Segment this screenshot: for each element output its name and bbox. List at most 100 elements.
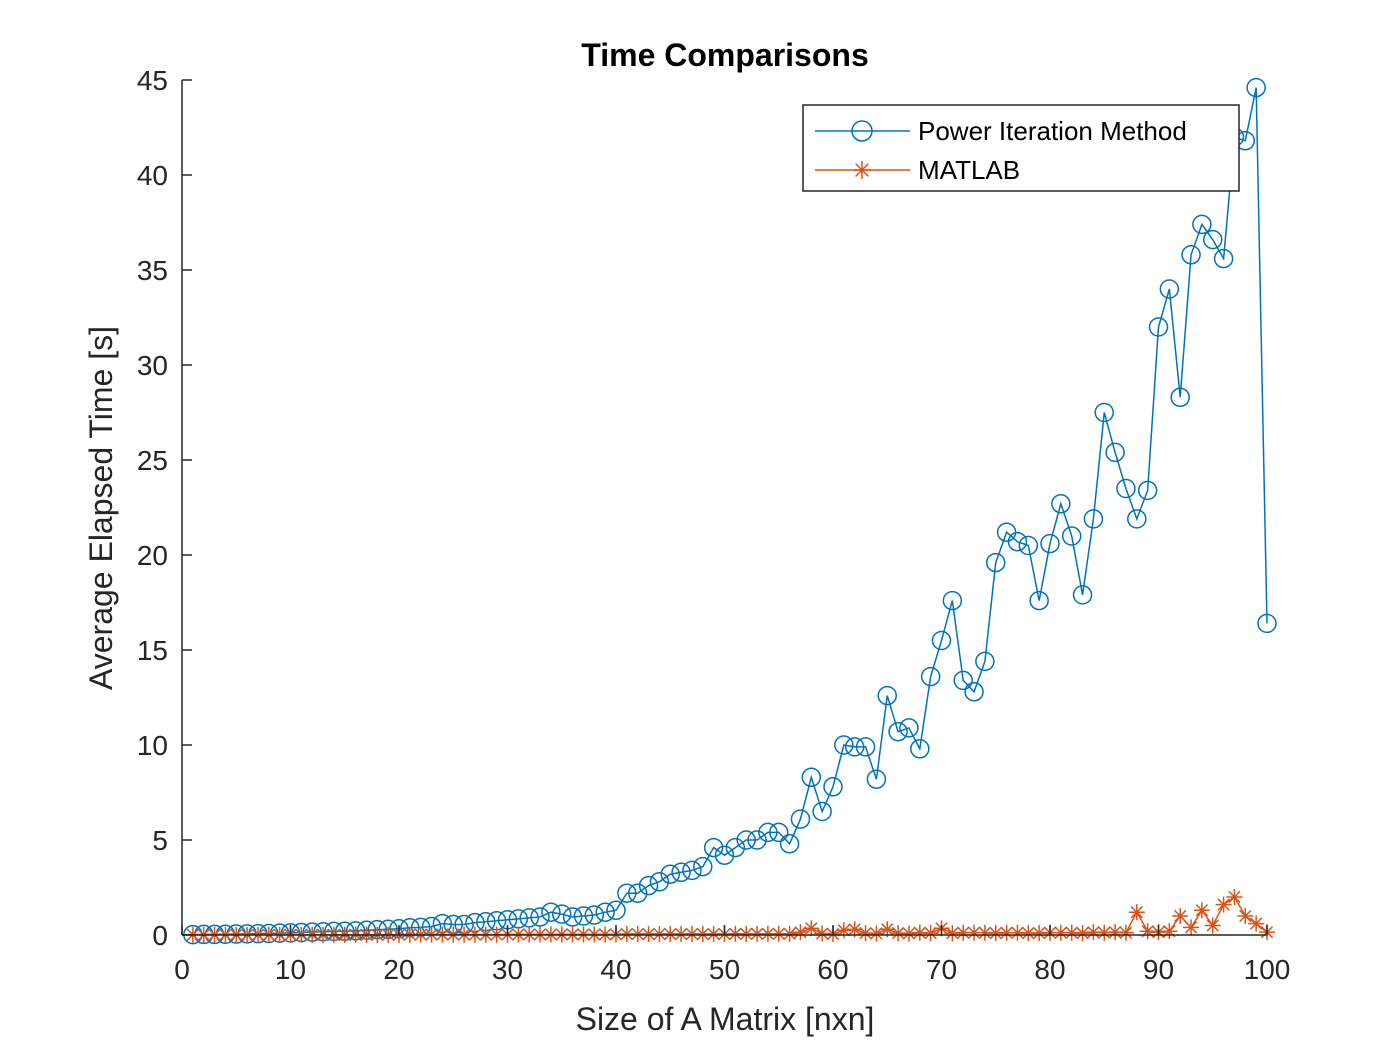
x-axis-label: Size of A Matrix [nxn] <box>576 1001 875 1037</box>
y-tick-label: 45 <box>137 65 168 96</box>
data-point <box>844 737 865 757</box>
data-point <box>1192 214 1212 235</box>
data-point <box>1031 925 1048 942</box>
data-point <box>226 924 246 944</box>
chart-title: Time Comparisons <box>581 37 868 73</box>
data-point <box>1128 904 1145 921</box>
data-point <box>1105 442 1125 463</box>
legend-label-power-iteration: Power Iteration Method <box>918 116 1187 146</box>
data-point <box>1029 590 1049 611</box>
data-point <box>1148 317 1169 337</box>
data-point <box>900 925 917 942</box>
data-point <box>714 845 735 865</box>
y-ticks: 0 5 10 15 20 25 30 35 40 45 <box>137 65 192 951</box>
data-point <box>1052 924 1069 941</box>
data-point <box>931 630 952 651</box>
legend-label-matlab: MATLAB <box>918 155 1020 185</box>
y-tick-label: 10 <box>137 730 168 761</box>
data-point <box>725 837 746 858</box>
data-point <box>693 856 713 877</box>
data-point <box>1040 533 1060 554</box>
data-point <box>888 721 908 742</box>
data-point <box>660 864 680 884</box>
data-point <box>942 590 963 611</box>
data-point <box>562 907 583 927</box>
y-axis-label: Average Elapsed Time [s] <box>83 326 119 690</box>
data-point <box>573 906 594 926</box>
data-point <box>1117 924 1134 941</box>
x-tick-label: 70 <box>926 954 957 985</box>
data-point <box>1074 925 1091 942</box>
data-point <box>1159 279 1180 299</box>
data-point <box>1246 77 1266 98</box>
y-tick-label: 30 <box>137 350 168 381</box>
y-tick-label: 25 <box>137 445 168 476</box>
data-point <box>792 924 809 941</box>
data-point <box>855 737 876 757</box>
data-point <box>1193 902 1210 919</box>
data-point <box>803 920 820 937</box>
data-point <box>1161 923 1178 940</box>
data-point <box>627 883 648 903</box>
data-point <box>866 769 887 789</box>
data-point <box>1094 402 1114 423</box>
data-point <box>584 905 605 925</box>
data-point <box>899 718 919 738</box>
data-point <box>682 860 702 881</box>
data-point <box>857 925 874 942</box>
data-point <box>1181 245 1201 265</box>
data-point <box>910 739 930 759</box>
data-point <box>1170 387 1190 408</box>
data-point <box>1061 526 1082 546</box>
data-point <box>877 685 897 706</box>
data-point <box>964 682 984 702</box>
legend-marker-asterisk <box>853 161 871 179</box>
data-point <box>651 926 668 943</box>
data-point <box>779 834 800 854</box>
data-point <box>1215 896 1232 913</box>
data-point <box>975 651 995 672</box>
data-point <box>671 862 691 883</box>
x-tick-label: 30 <box>492 954 523 985</box>
x-tick-label: 0 <box>174 954 190 985</box>
data-point <box>834 735 854 755</box>
data-point <box>552 904 572 924</box>
data-point <box>1203 229 1223 250</box>
data-point <box>953 670 973 691</box>
data-point <box>823 777 843 797</box>
data-point <box>595 902 615 922</box>
axes: 0 10 20 30 40 50 60 70 80 90 100 0 5 10 15 20 25 30 35 40 4… <box>137 65 1291 985</box>
data-point <box>1018 535 1039 556</box>
data-point <box>1116 478 1136 499</box>
data-point <box>638 875 659 896</box>
data-point <box>747 830 767 850</box>
x-ticks: 0 10 20 30 40 50 60 70 80 90 100 <box>174 925 1290 985</box>
data-point <box>868 925 885 942</box>
legend-box <box>802 104 1240 192</box>
data-point <box>1137 480 1158 501</box>
x-tick-label: 40 <box>600 954 631 985</box>
data-point <box>1083 509 1104 529</box>
y-tick-label: 35 <box>137 255 168 286</box>
data-point <box>790 809 811 829</box>
legend-marker-circle <box>851 120 873 142</box>
data-point <box>1072 585 1093 605</box>
data-point <box>541 902 561 922</box>
x-tick-label: 100 <box>1244 954 1291 985</box>
x-tick-label: 90 <box>1143 954 1174 985</box>
y-tick-label: 5 <box>152 825 168 856</box>
data-point <box>683 926 700 943</box>
y-tick-label: 0 <box>152 920 168 951</box>
y-tick-label: 15 <box>137 635 168 666</box>
data-point <box>606 900 626 921</box>
data-point <box>986 552 1006 573</box>
data-point <box>781 925 798 942</box>
data-point <box>812 801 832 822</box>
legend-asterisk-glyph <box>853 161 871 179</box>
data-point <box>1237 908 1254 924</box>
x-tick-label: 60 <box>817 954 848 985</box>
data-point <box>703 837 724 858</box>
data-point <box>1204 917 1221 934</box>
x-tick-label: 50 <box>709 954 740 985</box>
legend: Power Iteration Method MATLAB <box>802 104 1240 192</box>
